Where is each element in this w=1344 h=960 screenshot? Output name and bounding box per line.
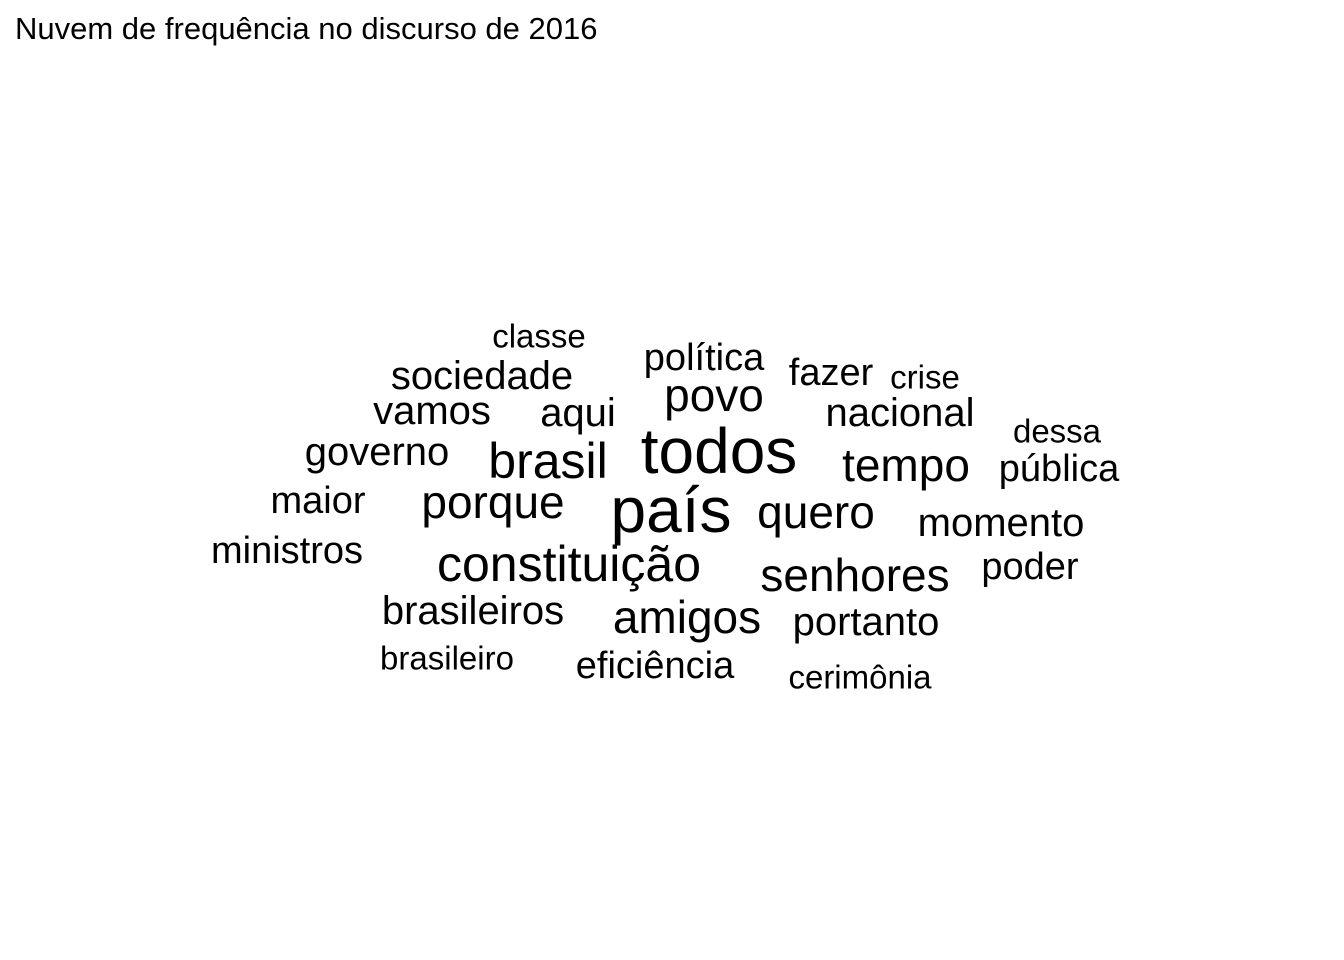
- word-país: país: [610, 474, 732, 546]
- word-governo: governo: [304, 430, 450, 474]
- word-poder: poder: [981, 546, 1079, 588]
- word-política: política: [643, 337, 765, 379]
- word-constituição: constituição: [436, 536, 702, 592]
- word-portanto: portanto: [792, 600, 940, 644]
- word-classe: classe: [492, 317, 586, 355]
- word-amigos: amigos: [612, 591, 762, 643]
- word-eficiência: eficiência: [575, 645, 735, 687]
- word-brasileiro: brasileiro: [380, 639, 514, 677]
- word-vamos: vamos: [373, 389, 491, 433]
- word-senhores: senhores: [760, 549, 950, 601]
- chart-title: Nuvem de frequência no discurso de 2016: [15, 11, 598, 46]
- word-povo: povo: [664, 369, 764, 421]
- word-pública: pública: [998, 448, 1120, 490]
- word-sociedade: sociedade: [390, 354, 574, 398]
- word-quero: quero: [757, 486, 875, 538]
- word-momento: momento: [917, 501, 1085, 545]
- word-fazer: fazer: [788, 352, 874, 394]
- word-brasileiros: brasileiros: [381, 589, 565, 633]
- word-cerimônia: cerimônia: [788, 658, 932, 696]
- word-crise: crise: [890, 358, 960, 396]
- word-maior: maior: [270, 480, 366, 522]
- word-tempo: tempo: [842, 439, 970, 491]
- word-dessa: dessa: [1012, 412, 1102, 450]
- word-aqui: aqui: [540, 391, 616, 435]
- word-todos: todos: [640, 415, 798, 487]
- word-brasil: brasil: [488, 433, 608, 489]
- word-ministros: ministros: [210, 530, 364, 572]
- word-porque: porque: [421, 476, 565, 528]
- word-nacional: nacional: [825, 391, 975, 435]
